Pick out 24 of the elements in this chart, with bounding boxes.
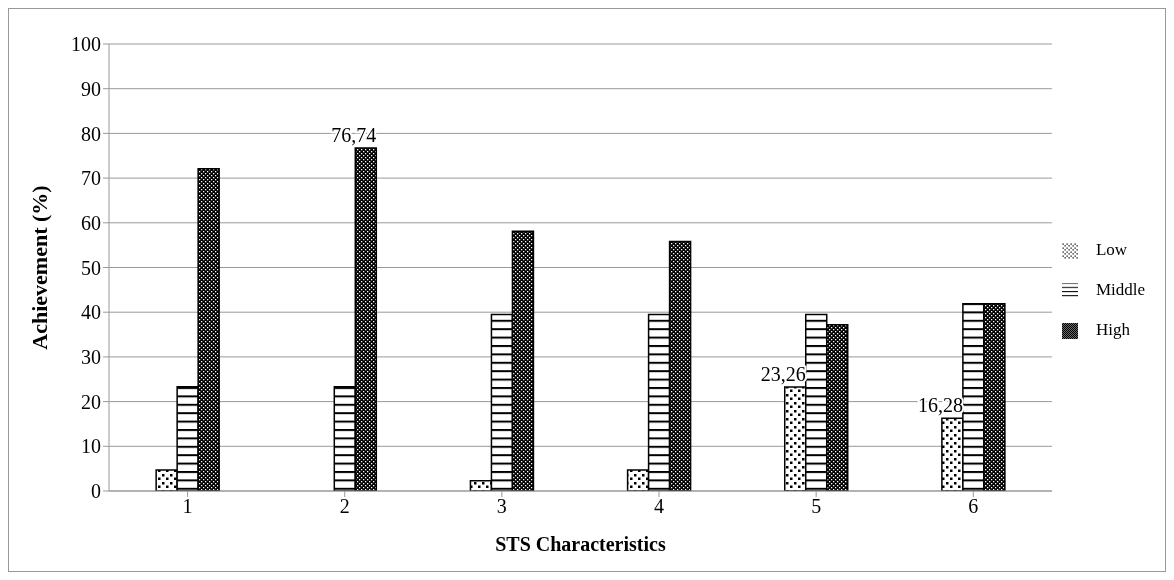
x-tick-label: 4 bbox=[654, 495, 665, 518]
x-tick-label: 2 bbox=[339, 495, 350, 518]
y-tick-label: 0 bbox=[91, 480, 101, 503]
y-tick-label: 80 bbox=[81, 122, 101, 145]
legend-label: Middle bbox=[1095, 280, 1145, 299]
data-label: 23,26 bbox=[760, 363, 806, 386]
y-tick-label: 30 bbox=[81, 346, 101, 368]
y-tick-label: 50 bbox=[81, 256, 101, 279]
y-tick-label: 40 bbox=[81, 301, 101, 324]
x-tick-label: 1 bbox=[182, 495, 193, 518]
y-tick-label: 60 bbox=[81, 211, 101, 234]
x-tick-label: 3 bbox=[496, 495, 507, 518]
y-axis-title: Achievement (%) bbox=[26, 185, 52, 350]
legend-label: Low bbox=[1095, 240, 1128, 259]
data-label: 76,74 bbox=[331, 123, 377, 146]
x-tick-label: 6 bbox=[968, 495, 979, 518]
y-tick-label: 10 bbox=[81, 435, 101, 458]
y-tick-label: 100 bbox=[71, 33, 101, 56]
y-tick-label: 90 bbox=[81, 77, 101, 100]
x-axis-title: STS Characteristics bbox=[495, 533, 666, 555]
legend-label: High bbox=[1095, 320, 1130, 339]
y-tick-label: 20 bbox=[81, 390, 101, 413]
y-tick-label: 70 bbox=[81, 167, 101, 190]
x-tick-label: 5 bbox=[811, 495, 822, 518]
